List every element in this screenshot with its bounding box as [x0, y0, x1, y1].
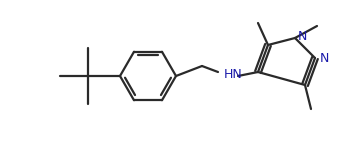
Text: HN: HN	[224, 67, 243, 80]
Text: N: N	[320, 53, 329, 66]
Text: N: N	[298, 31, 307, 43]
